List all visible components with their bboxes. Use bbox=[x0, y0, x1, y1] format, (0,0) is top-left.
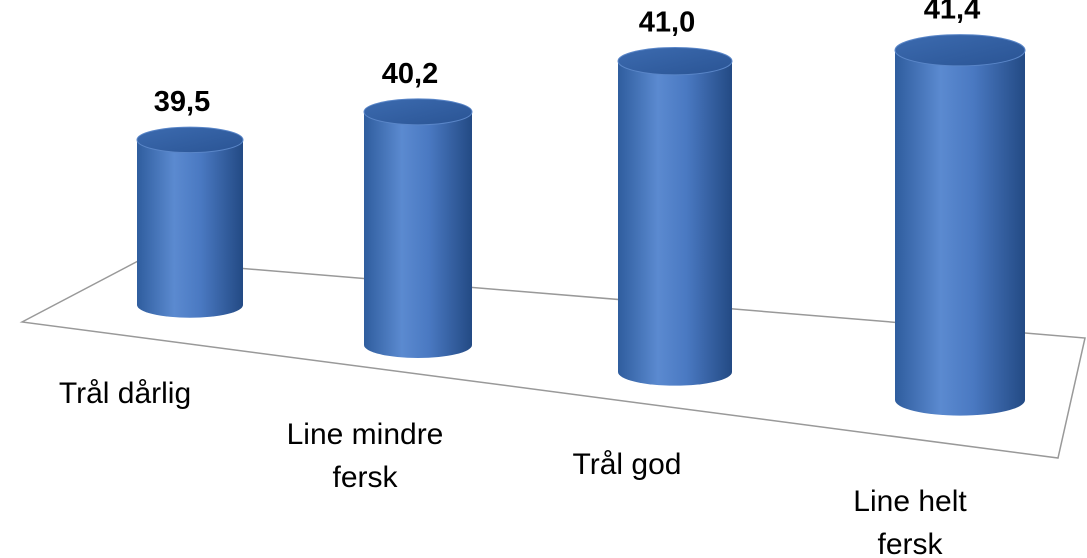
cylinder-body bbox=[895, 50, 1025, 401]
floor bbox=[19, 259, 1086, 459]
cylinder-top bbox=[894, 34, 1026, 67]
value-label: 39,5 bbox=[154, 86, 210, 118]
cylinder-body bbox=[364, 111, 472, 345]
category-label: Trål dårlig bbox=[58, 377, 192, 410]
value-label: 41,4 bbox=[924, 0, 980, 26]
cylinder-top bbox=[363, 98, 473, 126]
category-label: Trål god bbox=[572, 448, 682, 481]
cylinder-top bbox=[617, 46, 733, 76]
category-label: Line mindre fersk bbox=[286, 418, 444, 494]
cylinder-top bbox=[136, 126, 244, 154]
cylinder-body bbox=[137, 139, 243, 305]
cylinder-body bbox=[618, 61, 732, 373]
category-label: Line helt fersk bbox=[853, 485, 967, 558]
value-label: 40,2 bbox=[382, 58, 438, 90]
value-label: 41,0 bbox=[639, 6, 695, 38]
